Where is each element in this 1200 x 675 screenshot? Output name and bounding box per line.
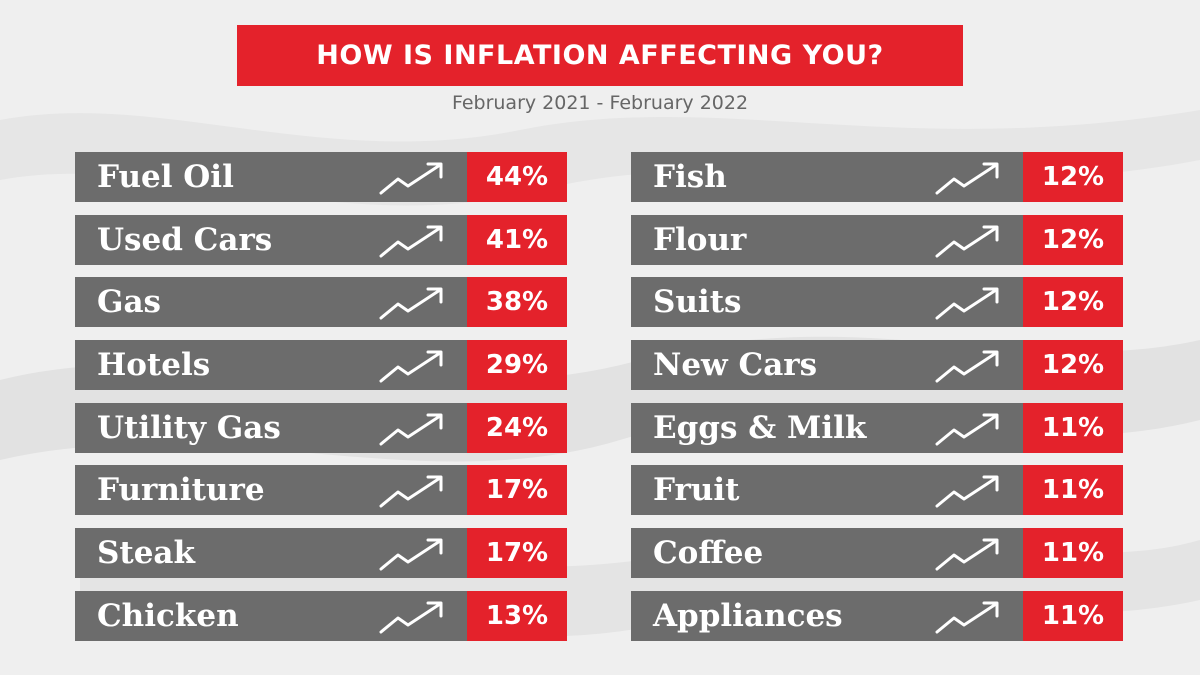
table-row: Utility Gas 24% bbox=[75, 402, 567, 453]
trend-up-arrow-icon bbox=[379, 601, 443, 634]
item-label: Chicken bbox=[75, 590, 467, 641]
item-label: Utility Gas bbox=[75, 402, 467, 453]
item-label: Fruit bbox=[631, 465, 1023, 516]
item-label: Suits bbox=[631, 277, 1023, 328]
trend-up-arrow-icon bbox=[935, 287, 999, 320]
item-label: Eggs & Milk bbox=[631, 402, 1023, 453]
chart-subtitle: February 2021 - February 2022 bbox=[451, 92, 749, 114]
table-row: Fish 12% bbox=[631, 152, 1123, 202]
table-row: Fruit 11% bbox=[631, 465, 1123, 516]
item-value: 11% bbox=[1023, 402, 1123, 453]
item-label: Furniture bbox=[75, 465, 467, 516]
trend-up-arrow-icon bbox=[935, 601, 999, 634]
table-row: Appliances 11% bbox=[631, 590, 1123, 641]
table-row: Used Cars 41% bbox=[75, 214, 567, 265]
trend-up-arrow-icon bbox=[935, 162, 999, 195]
item-label: Appliances bbox=[631, 590, 1023, 641]
table-row: Hotels 29% bbox=[75, 340, 567, 391]
item-label: Hotels bbox=[75, 340, 467, 391]
table-row: Chicken 13% bbox=[75, 590, 567, 641]
table-row: Eggs & Milk 11% bbox=[631, 402, 1123, 453]
table-row: Fuel Oil 44% bbox=[75, 152, 567, 202]
table-row: Gas 38% bbox=[75, 277, 567, 328]
item-value: 11% bbox=[1023, 590, 1123, 641]
table-row: Suits 12% bbox=[631, 277, 1123, 328]
item-value: 12% bbox=[1023, 214, 1123, 265]
trend-up-arrow-icon bbox=[935, 350, 999, 383]
trend-up-arrow-icon bbox=[935, 475, 999, 508]
trend-up-arrow-icon bbox=[379, 413, 443, 446]
item-value: 12% bbox=[1023, 152, 1123, 202]
trend-up-arrow-icon bbox=[935, 413, 999, 446]
trend-up-arrow-icon bbox=[935, 225, 999, 258]
table-row: Steak 17% bbox=[75, 528, 567, 579]
item-value: 12% bbox=[1023, 340, 1123, 391]
item-label: Flour bbox=[631, 214, 1023, 265]
item-value: 12% bbox=[1023, 277, 1123, 328]
trend-up-arrow-icon bbox=[379, 287, 443, 320]
item-label: Fuel Oil bbox=[75, 152, 467, 202]
item-label: Coffee bbox=[631, 528, 1023, 579]
trend-up-arrow-icon bbox=[379, 538, 443, 571]
trend-up-arrow-icon bbox=[379, 475, 443, 508]
item-value: 11% bbox=[1023, 528, 1123, 579]
item-label: Gas bbox=[75, 277, 467, 328]
table-row: Flour 12% bbox=[631, 214, 1123, 265]
item-value: 24% bbox=[467, 402, 567, 453]
right-column: Fish 12% Flour 12% Suits 12% New Cars 12… bbox=[631, 152, 1123, 654]
item-label: Fish bbox=[631, 152, 1023, 202]
trend-up-arrow-icon bbox=[379, 162, 443, 195]
table-row: New Cars 12% bbox=[631, 340, 1123, 391]
item-value: 38% bbox=[467, 277, 567, 328]
trend-up-arrow-icon bbox=[935, 538, 999, 571]
title-banner: HOW IS INFLATION AFFECTING YOU? bbox=[237, 25, 963, 86]
item-value: 11% bbox=[1023, 465, 1123, 516]
trend-up-arrow-icon bbox=[379, 225, 443, 258]
item-value: 13% bbox=[467, 590, 567, 641]
chart-title: HOW IS INFLATION AFFECTING YOU? bbox=[316, 40, 884, 71]
item-value: 17% bbox=[467, 528, 567, 579]
item-value: 41% bbox=[467, 214, 567, 265]
left-column: Fuel Oil 44% Used Cars 41% Gas 38% Hotel… bbox=[75, 152, 567, 654]
item-label: Steak bbox=[75, 528, 467, 579]
item-value: 17% bbox=[467, 465, 567, 516]
item-label: Used Cars bbox=[75, 214, 467, 265]
table-row: Furniture 17% bbox=[75, 465, 567, 516]
trend-up-arrow-icon bbox=[379, 350, 443, 383]
item-label: New Cars bbox=[631, 340, 1023, 391]
table-row: Coffee 11% bbox=[631, 528, 1123, 579]
item-value: 44% bbox=[467, 152, 567, 202]
item-value: 29% bbox=[467, 340, 567, 391]
